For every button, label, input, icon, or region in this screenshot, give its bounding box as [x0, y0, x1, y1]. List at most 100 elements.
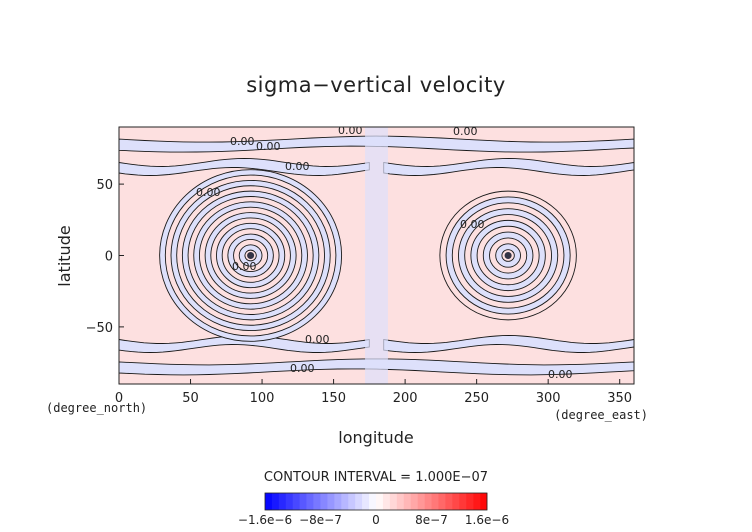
- contour-line: [244, 249, 257, 262]
- colorbar-swatch: [382, 493, 391, 510]
- contour-rings: [159, 169, 577, 342]
- colorbar-tick-label: 1.6e−6: [465, 513, 509, 527]
- colorbar-swatch: [306, 493, 314, 510]
- colorbar-swatch: [466, 493, 474, 510]
- colorbar-swatch: [313, 493, 321, 510]
- contour-band: [383, 158, 634, 176]
- contour-labels: 0.000.00 0.000.000.000.000.000.00 0.000.00…: [196, 124, 573, 381]
- colorbar-tick-label: −8e−7: [299, 513, 342, 527]
- contour-line: [210, 217, 291, 294]
- contour-line: [238, 244, 263, 267]
- colorbar-swatch: [292, 493, 300, 510]
- contour-label: 0.00: [548, 368, 573, 381]
- colorbar-swatch: [299, 493, 307, 510]
- colorbar-swatch: [362, 493, 370, 510]
- contour-line: [216, 222, 286, 289]
- contour-core: [247, 252, 255, 259]
- colorbar-swatch: [424, 493, 432, 510]
- contour-line: [164, 174, 337, 337]
- colorbar-swatch: [327, 493, 335, 510]
- contour-line: [170, 179, 331, 332]
- contour-label: 0.00: [290, 362, 315, 375]
- contour-label: 0.00: [338, 124, 363, 137]
- colorbar-swatch: [369, 493, 377, 510]
- x-tick-label: 200: [393, 391, 418, 406]
- colorbar-swatch: [389, 493, 398, 510]
- x-tick-label: 0: [115, 391, 123, 406]
- contour-line: [176, 185, 325, 326]
- contour-label: 0.00: [232, 260, 257, 273]
- contour-line: [464, 214, 552, 297]
- colorbar-frame: [264, 492, 488, 511]
- contour-label: 0.00: [460, 218, 485, 231]
- contour-line: [181, 190, 320, 321]
- contour-line: [495, 243, 521, 268]
- contour-label: 0.00: [453, 125, 478, 138]
- colorbar-swatch: [452, 493, 460, 510]
- contour-line: [221, 228, 280, 283]
- colorbar: [264, 492, 488, 511]
- colorbar-swatch: [376, 493, 384, 510]
- x-unit-label: (degree_east): [554, 408, 648, 422]
- contour-line: [451, 202, 565, 309]
- colorbar-ticks: −1.6e−6 −8e−7 0 8e−7 1.6e−6: [238, 513, 509, 527]
- colorbar-swatch: [459, 493, 467, 510]
- contour-line: [159, 169, 343, 342]
- contour-core: [504, 252, 512, 259]
- colorbar-tick-label: −1.6e−6: [238, 513, 292, 527]
- y-tick-label: −50: [86, 321, 113, 336]
- contour-line: [233, 238, 269, 273]
- contour-line: [489, 237, 528, 274]
- contour-line: [193, 201, 308, 310]
- contour-band: [365, 127, 388, 384]
- contour-line: [227, 233, 274, 278]
- x-tick-label: 100: [250, 391, 275, 406]
- colorbar-swatch: [445, 493, 453, 510]
- colorbar-tick-label: 8e−7: [415, 513, 448, 527]
- colorbar-swatch: [431, 493, 439, 510]
- colorbar-swatch: [355, 493, 363, 510]
- x-axis-ticks: 0 50 100 150 200 250 300 350: [115, 379, 632, 406]
- y-axis-label: latitude: [55, 225, 74, 286]
- contour-label: 0.00: [285, 160, 310, 173]
- y-axis-ticks: −50 0 50: [86, 178, 124, 336]
- colorbar-swatch: [473, 493, 481, 510]
- contour-label: 0.00: [305, 333, 330, 346]
- plot-area: 0.000.00 0.000.000.000.000.000.00 0.000.00…: [118, 124, 635, 385]
- colorbar-swatch: [278, 493, 287, 510]
- contour-line: [445, 196, 571, 315]
- colorbar-swatch: [320, 493, 328, 510]
- x-tick-label: 350: [607, 391, 632, 406]
- x-tick-label: 250: [464, 391, 489, 406]
- x-axis-label: longitude: [338, 428, 413, 447]
- x-tick-label: 300: [536, 391, 561, 406]
- contour-line: [470, 219, 546, 292]
- contour-line: [482, 231, 534, 280]
- colorbar-swatch: [265, 493, 273, 510]
- colorbar-swatch: [334, 493, 342, 510]
- contour-line: [198, 206, 303, 305]
- contour-line: [439, 190, 577, 321]
- contour-interval-text: CONTOUR INTERVAL = 1.000E−07: [264, 470, 488, 485]
- y-unit-label: (degree_north): [46, 401, 147, 415]
- x-tick-label: 150: [321, 391, 346, 406]
- contour-bands: [119, 127, 634, 384]
- contour-line: [476, 225, 540, 286]
- colorbar-swatch: [348, 493, 356, 510]
- colorbar-swatch: [341, 493, 349, 510]
- colorbar-swatch: [396, 493, 405, 510]
- contour-band: [383, 335, 634, 353]
- x-tick-label: 50: [182, 391, 199, 406]
- contour-label: 0.00: [256, 140, 281, 153]
- contour-label: 0.00: [196, 186, 221, 199]
- y-tick-label: 0: [105, 250, 113, 265]
- colorbar-swatch: [285, 493, 294, 510]
- colorbar-swatch: [410, 493, 418, 510]
- contour-label: 0.00: [230, 135, 255, 148]
- colorbar-tick-label: 0: [372, 513, 380, 527]
- colorbar-swatch: [403, 493, 411, 510]
- contour-line: [501, 249, 515, 262]
- chart-title: sigma−vertical velocity: [246, 73, 506, 97]
- colorbar-swatch: [271, 493, 280, 510]
- contour-line: [204, 212, 297, 299]
